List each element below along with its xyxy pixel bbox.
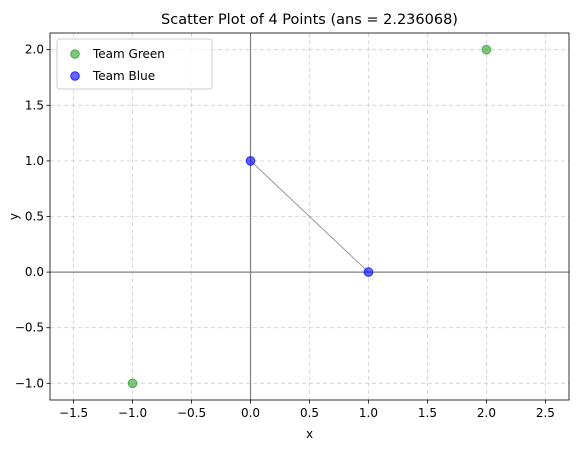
points-layer — [127, 44, 492, 389]
legend-box — [56, 38, 213, 90]
scatter-point-team-blue-1 — [363, 267, 374, 277]
y-tick-label: 2.0 — [25, 43, 44, 57]
y-tick-label: 0.0 — [25, 265, 44, 279]
x-tick-label: 1.0 — [359, 406, 378, 420]
connecting-segment-layer — [250, 160, 369, 273]
x-tick-label: −1.0 — [118, 406, 147, 420]
x-tick-label: 0.5 — [300, 406, 319, 420]
x-tick-label: −0.5 — [177, 406, 206, 420]
x-tick-label: 2.0 — [477, 406, 496, 420]
x-tick-label: −1.5 — [59, 406, 88, 420]
y-tick-label: −0.5 — [15, 321, 44, 335]
x-tick-label: 1.5 — [418, 406, 437, 420]
connecting-segment — [250, 160, 369, 273]
chart-title: Scatter Plot of 4 Points (ans = 2.236068… — [161, 12, 458, 28]
y-tick-label: 1.5 — [25, 98, 44, 112]
x-axis-label: x — [306, 427, 313, 441]
y-tick-label: 1.0 — [25, 154, 44, 168]
legend: Team Green Team Blue — [56, 38, 213, 90]
y-axis-label: y — [7, 213, 21, 220]
reference-lines — [50, 33, 569, 400]
legend-label: Team Blue — [92, 69, 155, 83]
legend-marker — [70, 71, 80, 81]
ticks-layer: −1.5 −1.0 −0.5 0.0 0.5 1.0 1.5 2.0 2.5 −1.0 −0.5 0.… — [15, 43, 555, 420]
x-tick-label: 0.0 — [241, 406, 260, 420]
y-tick-label: 0.5 — [25, 210, 44, 224]
scatter-point-team-blue-0 — [245, 156, 256, 166]
y-tick-label: −1.0 — [15, 376, 44, 390]
x-tick-label: 2.5 — [536, 406, 555, 420]
legend-label: Team Green — [92, 47, 165, 61]
scatter-point-team-green-1 — [481, 44, 492, 55]
scatter-point-team-green-0 — [127, 378, 138, 389]
legend-marker — [70, 49, 80, 59]
